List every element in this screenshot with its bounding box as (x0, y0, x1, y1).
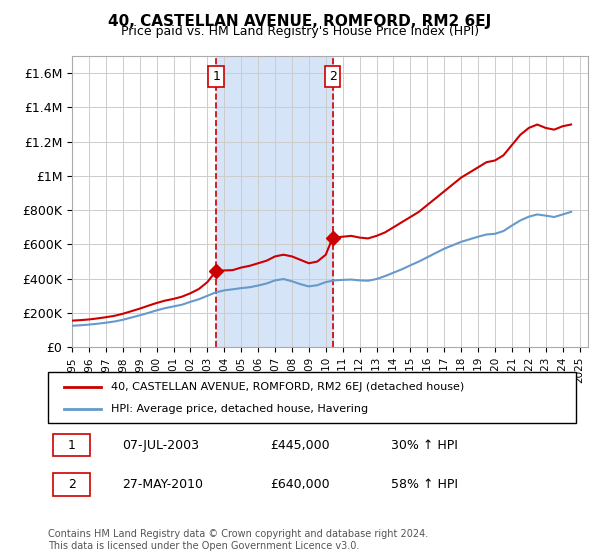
Text: 2: 2 (68, 478, 76, 491)
FancyBboxPatch shape (53, 433, 90, 456)
Text: 40, CASTELLAN AVENUE, ROMFORD, RM2 6EJ (detached house): 40, CASTELLAN AVENUE, ROMFORD, RM2 6EJ (… (112, 381, 464, 391)
Text: 1: 1 (68, 438, 76, 451)
Text: 40, CASTELLAN AVENUE, ROMFORD, RM2 6EJ: 40, CASTELLAN AVENUE, ROMFORD, RM2 6EJ (109, 14, 491, 29)
Text: Contains HM Land Registry data © Crown copyright and database right 2024.
This d: Contains HM Land Registry data © Crown c… (48, 529, 428, 551)
Text: 27-MAY-2010: 27-MAY-2010 (122, 478, 203, 491)
Text: £640,000: £640,000 (270, 478, 329, 491)
Text: £445,000: £445,000 (270, 438, 329, 451)
Text: Price paid vs. HM Land Registry's House Price Index (HPI): Price paid vs. HM Land Registry's House … (121, 25, 479, 38)
Text: 2: 2 (329, 70, 337, 83)
FancyBboxPatch shape (53, 473, 90, 496)
Text: 58% ↑ HPI: 58% ↑ HPI (391, 478, 458, 491)
Text: 07-JUL-2003: 07-JUL-2003 (122, 438, 199, 451)
FancyBboxPatch shape (48, 372, 576, 423)
Bar (216, 56, 333, 347)
Text: 30% ↑ HPI: 30% ↑ HPI (391, 438, 458, 451)
Text: HPI: Average price, detached house, Havering: HPI: Average price, detached house, Have… (112, 404, 368, 414)
Text: 1: 1 (212, 70, 220, 83)
